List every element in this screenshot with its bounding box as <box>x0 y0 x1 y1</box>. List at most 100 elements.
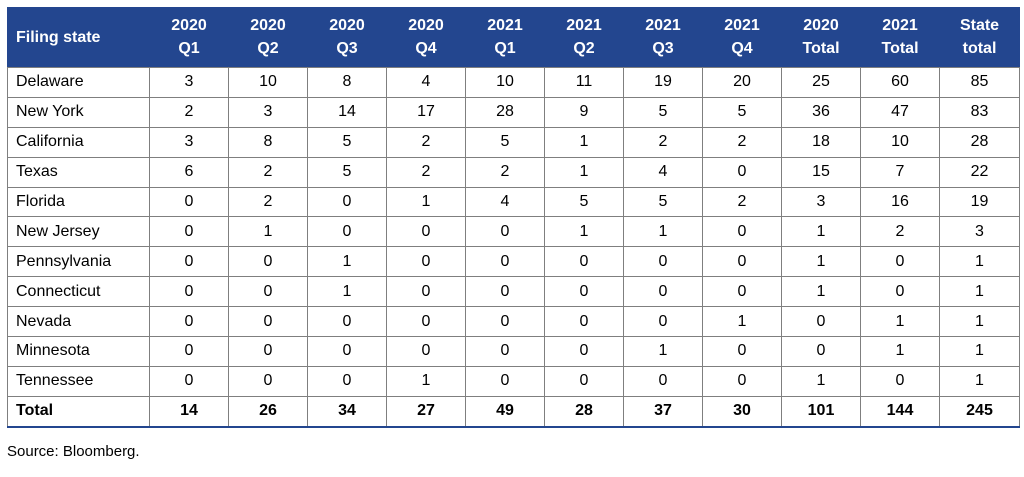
state-name-cell: Connecticut <box>7 276 150 308</box>
value-cell: 83 <box>939 96 1020 128</box>
value-cell: 0 <box>307 306 387 338</box>
value-cell: 0 <box>544 306 624 338</box>
value-cell: 0 <box>228 276 308 308</box>
table-row: Texas 6 2 5 2 2 1 4 0 15 7 22 <box>7 156 1020 188</box>
value-cell: 1 <box>939 276 1020 308</box>
column-header: 2021 Q4 <box>702 7 782 68</box>
value-cell: 0 <box>702 156 782 188</box>
header-line-1: Filing state <box>16 28 101 46</box>
value-cell: 2 <box>149 96 229 128</box>
header-line-1: 2020 <box>250 17 286 34</box>
value-cell: 0 <box>702 336 782 367</box>
column-header: State total <box>939 7 1020 68</box>
value-cell: 0 <box>228 336 308 367</box>
value-cell: 18 <box>781 126 861 158</box>
table-row: Florida 0 2 0 1 4 5 5 2 3 16 19 <box>7 186 1020 218</box>
value-cell: 4 <box>386 67 466 98</box>
value-cell: 11 <box>544 67 624 98</box>
state-name-cell: Pennsylvania <box>7 246 150 278</box>
value-cell: 2 <box>386 156 466 188</box>
value-cell: 0 <box>623 246 703 278</box>
value-cell: 5 <box>307 156 387 188</box>
value-cell: 2 <box>702 126 782 158</box>
value-cell: 1 <box>781 216 861 248</box>
value-cell: 0 <box>149 246 229 278</box>
value-cell: 25 <box>781 67 861 98</box>
value-cell: 0 <box>465 246 545 278</box>
value-cell: 0 <box>228 306 308 338</box>
value-cell: 0 <box>149 276 229 308</box>
value-cell: 1 <box>623 216 703 248</box>
value-cell: 1 <box>702 306 782 338</box>
total-value-cell: 28 <box>544 395 624 428</box>
header-line-1: 2020 <box>171 17 207 34</box>
value-cell: 0 <box>781 336 861 367</box>
value-cell: 0 <box>544 246 624 278</box>
value-cell: 60 <box>860 67 940 98</box>
value-cell: 0 <box>307 216 387 248</box>
header-line-2: Total <box>802 40 840 57</box>
header-line-1: 2021 <box>882 17 918 34</box>
header-line-2: Q4 <box>415 40 437 57</box>
total-value-cell: 49 <box>465 395 545 428</box>
value-cell: 0 <box>544 336 624 367</box>
state-name-cell: New Jersey <box>7 216 150 248</box>
value-cell: 15 <box>781 156 861 188</box>
column-header: 2020 Q2 <box>228 7 308 68</box>
header-line-1: 2020 <box>408 17 444 34</box>
value-cell: 17 <box>386 96 466 128</box>
table-body: Delaware 3 10 8 4 10 11 19 20 25 60 85 New York 2 3 14 1… <box>7 67 1020 428</box>
value-cell: 1 <box>544 156 624 188</box>
value-cell: 28 <box>939 126 1020 158</box>
header-line-1: 2020 <box>803 17 839 34</box>
value-cell: 0 <box>465 336 545 367</box>
value-cell: 8 <box>228 126 308 158</box>
header-line-2: Q2 <box>573 40 595 57</box>
value-cell: 0 <box>149 186 229 218</box>
column-header: 2021 Q2 <box>544 7 624 68</box>
value-cell: 3 <box>781 186 861 218</box>
value-cell: 10 <box>228 67 308 98</box>
table-header: Filing state 2020 Q1 2020 Q2 2020 Q3 2020 Q4 2021… <box>7 7 1020 68</box>
value-cell: 1 <box>307 276 387 308</box>
header-line-2: Total <box>881 40 919 57</box>
header-line-1: 2021 <box>724 17 760 34</box>
value-cell: 0 <box>307 186 387 218</box>
value-cell: 5 <box>307 126 387 158</box>
total-value-cell: 34 <box>307 395 387 428</box>
header-line-2: Q3 <box>336 40 358 57</box>
value-cell: 10 <box>860 126 940 158</box>
header-line-1: State <box>959 17 1000 34</box>
table-row: New York 2 3 14 17 28 9 5 5 36 47 83 <box>7 96 1020 128</box>
header-line-2: total <box>962 40 997 57</box>
value-cell: 0 <box>702 276 782 308</box>
value-cell: 0 <box>465 306 545 338</box>
state-name-cell: Nevada <box>7 306 150 338</box>
table-row: Nevada 0 0 0 0 0 0 0 1 0 1 1 <box>7 306 1020 338</box>
state-name-cell: Delaware <box>7 67 150 98</box>
value-cell: 14 <box>307 96 387 128</box>
value-cell: 1 <box>860 336 940 367</box>
value-cell: 3 <box>939 216 1020 248</box>
column-header: 2021 Q1 <box>465 7 545 68</box>
table-row: Minnesota 0 0 0 0 0 0 1 0 0 1 1 <box>7 336 1020 367</box>
column-header: 2020 Total <box>781 7 861 68</box>
state-name-cell: Texas <box>7 156 150 188</box>
table-row: Connecticut 0 0 1 0 0 0 0 0 1 0 1 <box>7 276 1020 308</box>
table-row: Delaware 3 10 8 4 10 11 19 20 25 60 85 <box>7 67 1020 98</box>
value-cell: 5 <box>702 96 782 128</box>
value-cell: 10 <box>465 67 545 98</box>
value-cell: 3 <box>228 96 308 128</box>
value-cell: 1 <box>544 126 624 158</box>
column-header: 2020 Q4 <box>386 7 466 68</box>
header-line-1: 2021 <box>566 17 602 34</box>
value-cell: 0 <box>149 336 229 367</box>
total-value-cell: 14 <box>149 395 229 428</box>
column-header: 2020 Q3 <box>307 7 387 68</box>
value-cell: 0 <box>149 365 229 397</box>
value-cell: 1 <box>386 365 466 397</box>
state-name-cell: Tennessee <box>7 365 150 397</box>
header-line-2: Q4 <box>731 40 753 57</box>
value-cell: 1 <box>781 246 861 278</box>
header-line-2: Q3 <box>652 40 674 57</box>
